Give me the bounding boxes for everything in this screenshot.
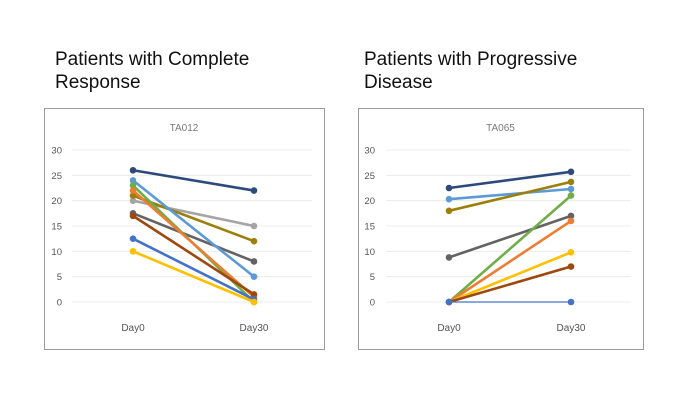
series-line xyxy=(132,189,255,298)
chart-0: TA012 0 5 10 15 20 25 30 Day0 Day30 xyxy=(44,108,325,350)
y-tick-label: 25 xyxy=(364,171,375,182)
y-tick-label: 5 xyxy=(370,272,375,283)
data-point xyxy=(250,237,258,245)
data-point xyxy=(445,184,453,192)
chart-title: TA065 xyxy=(486,123,515,134)
chart-1: TA065 0 5 10 15 20 25 30 Day0 Day30 xyxy=(358,108,644,350)
data-point xyxy=(567,168,575,176)
y-tick-label: 30 xyxy=(364,146,375,157)
data-point xyxy=(567,212,575,220)
series-line-7 xyxy=(129,212,258,298)
data-point xyxy=(250,222,258,230)
y-tick-label: 25 xyxy=(51,171,62,182)
series-line-0 xyxy=(445,168,575,192)
series-line-1 xyxy=(445,185,575,203)
y-tick-label: 30 xyxy=(51,146,62,157)
chart-title: TA012 xyxy=(170,123,199,134)
data-point xyxy=(129,192,137,199)
series-line-8 xyxy=(445,298,575,306)
x-tick-label: Day0 xyxy=(437,323,461,334)
series-line xyxy=(448,170,572,190)
series-line xyxy=(448,194,572,303)
data-point xyxy=(250,273,258,280)
y-tick-label: 10 xyxy=(364,247,375,258)
y-tick-label: 20 xyxy=(364,196,375,207)
series-line xyxy=(132,237,255,301)
data-point xyxy=(250,258,258,265)
chart-frame xyxy=(44,108,325,350)
data-point xyxy=(129,182,137,189)
series-line xyxy=(132,179,255,278)
data-point xyxy=(129,187,137,194)
series-line xyxy=(448,219,572,304)
data-point xyxy=(250,291,258,298)
data-point xyxy=(129,197,137,204)
x-tick-label: Day0 xyxy=(121,323,145,334)
series-line xyxy=(132,168,255,192)
series-line-9 xyxy=(129,248,258,306)
heading-complete-response: Patients with Complete Response xyxy=(55,49,250,93)
series-line xyxy=(132,214,255,296)
x-tick-label: Day30 xyxy=(240,323,269,334)
chart-frame xyxy=(358,108,644,350)
series-line-2 xyxy=(445,178,575,215)
data-point xyxy=(129,212,137,220)
y-tick-label: 15 xyxy=(364,222,375,233)
heading-progressive-disease: Patients with Progressive Disease xyxy=(364,49,578,93)
data-point xyxy=(567,298,575,306)
data-point xyxy=(445,254,453,261)
series-line-4 xyxy=(129,177,258,280)
data-point xyxy=(129,235,137,242)
y-tick-label: 0 xyxy=(57,298,62,309)
series-line xyxy=(448,214,572,259)
data-point xyxy=(567,263,575,270)
x-tick-label: Day30 xyxy=(557,323,586,334)
series-line-0 xyxy=(129,166,258,194)
data-point xyxy=(567,192,575,199)
series-line xyxy=(448,251,572,304)
series-line xyxy=(132,212,255,263)
series-line xyxy=(132,250,255,304)
data-point xyxy=(445,195,453,203)
series-line xyxy=(448,265,572,304)
data-point xyxy=(250,187,258,194)
data-point xyxy=(129,177,137,184)
data-point xyxy=(129,248,137,255)
data-point xyxy=(445,207,453,215)
data-point xyxy=(250,298,258,306)
data-point xyxy=(567,249,575,256)
series-line xyxy=(448,187,572,201)
y-tick-label: 0 xyxy=(370,298,375,309)
data-point xyxy=(567,217,575,225)
y-tick-label: 15 xyxy=(51,222,62,233)
series-line-3 xyxy=(445,212,575,261)
series-line xyxy=(448,180,572,213)
y-tick-label: 20 xyxy=(51,196,62,207)
data-point xyxy=(567,178,575,186)
y-tick-label: 10 xyxy=(51,247,62,258)
data-point xyxy=(445,298,453,306)
data-point xyxy=(567,185,575,193)
data-point xyxy=(129,166,137,174)
y-tick-label: 5 xyxy=(57,272,62,283)
